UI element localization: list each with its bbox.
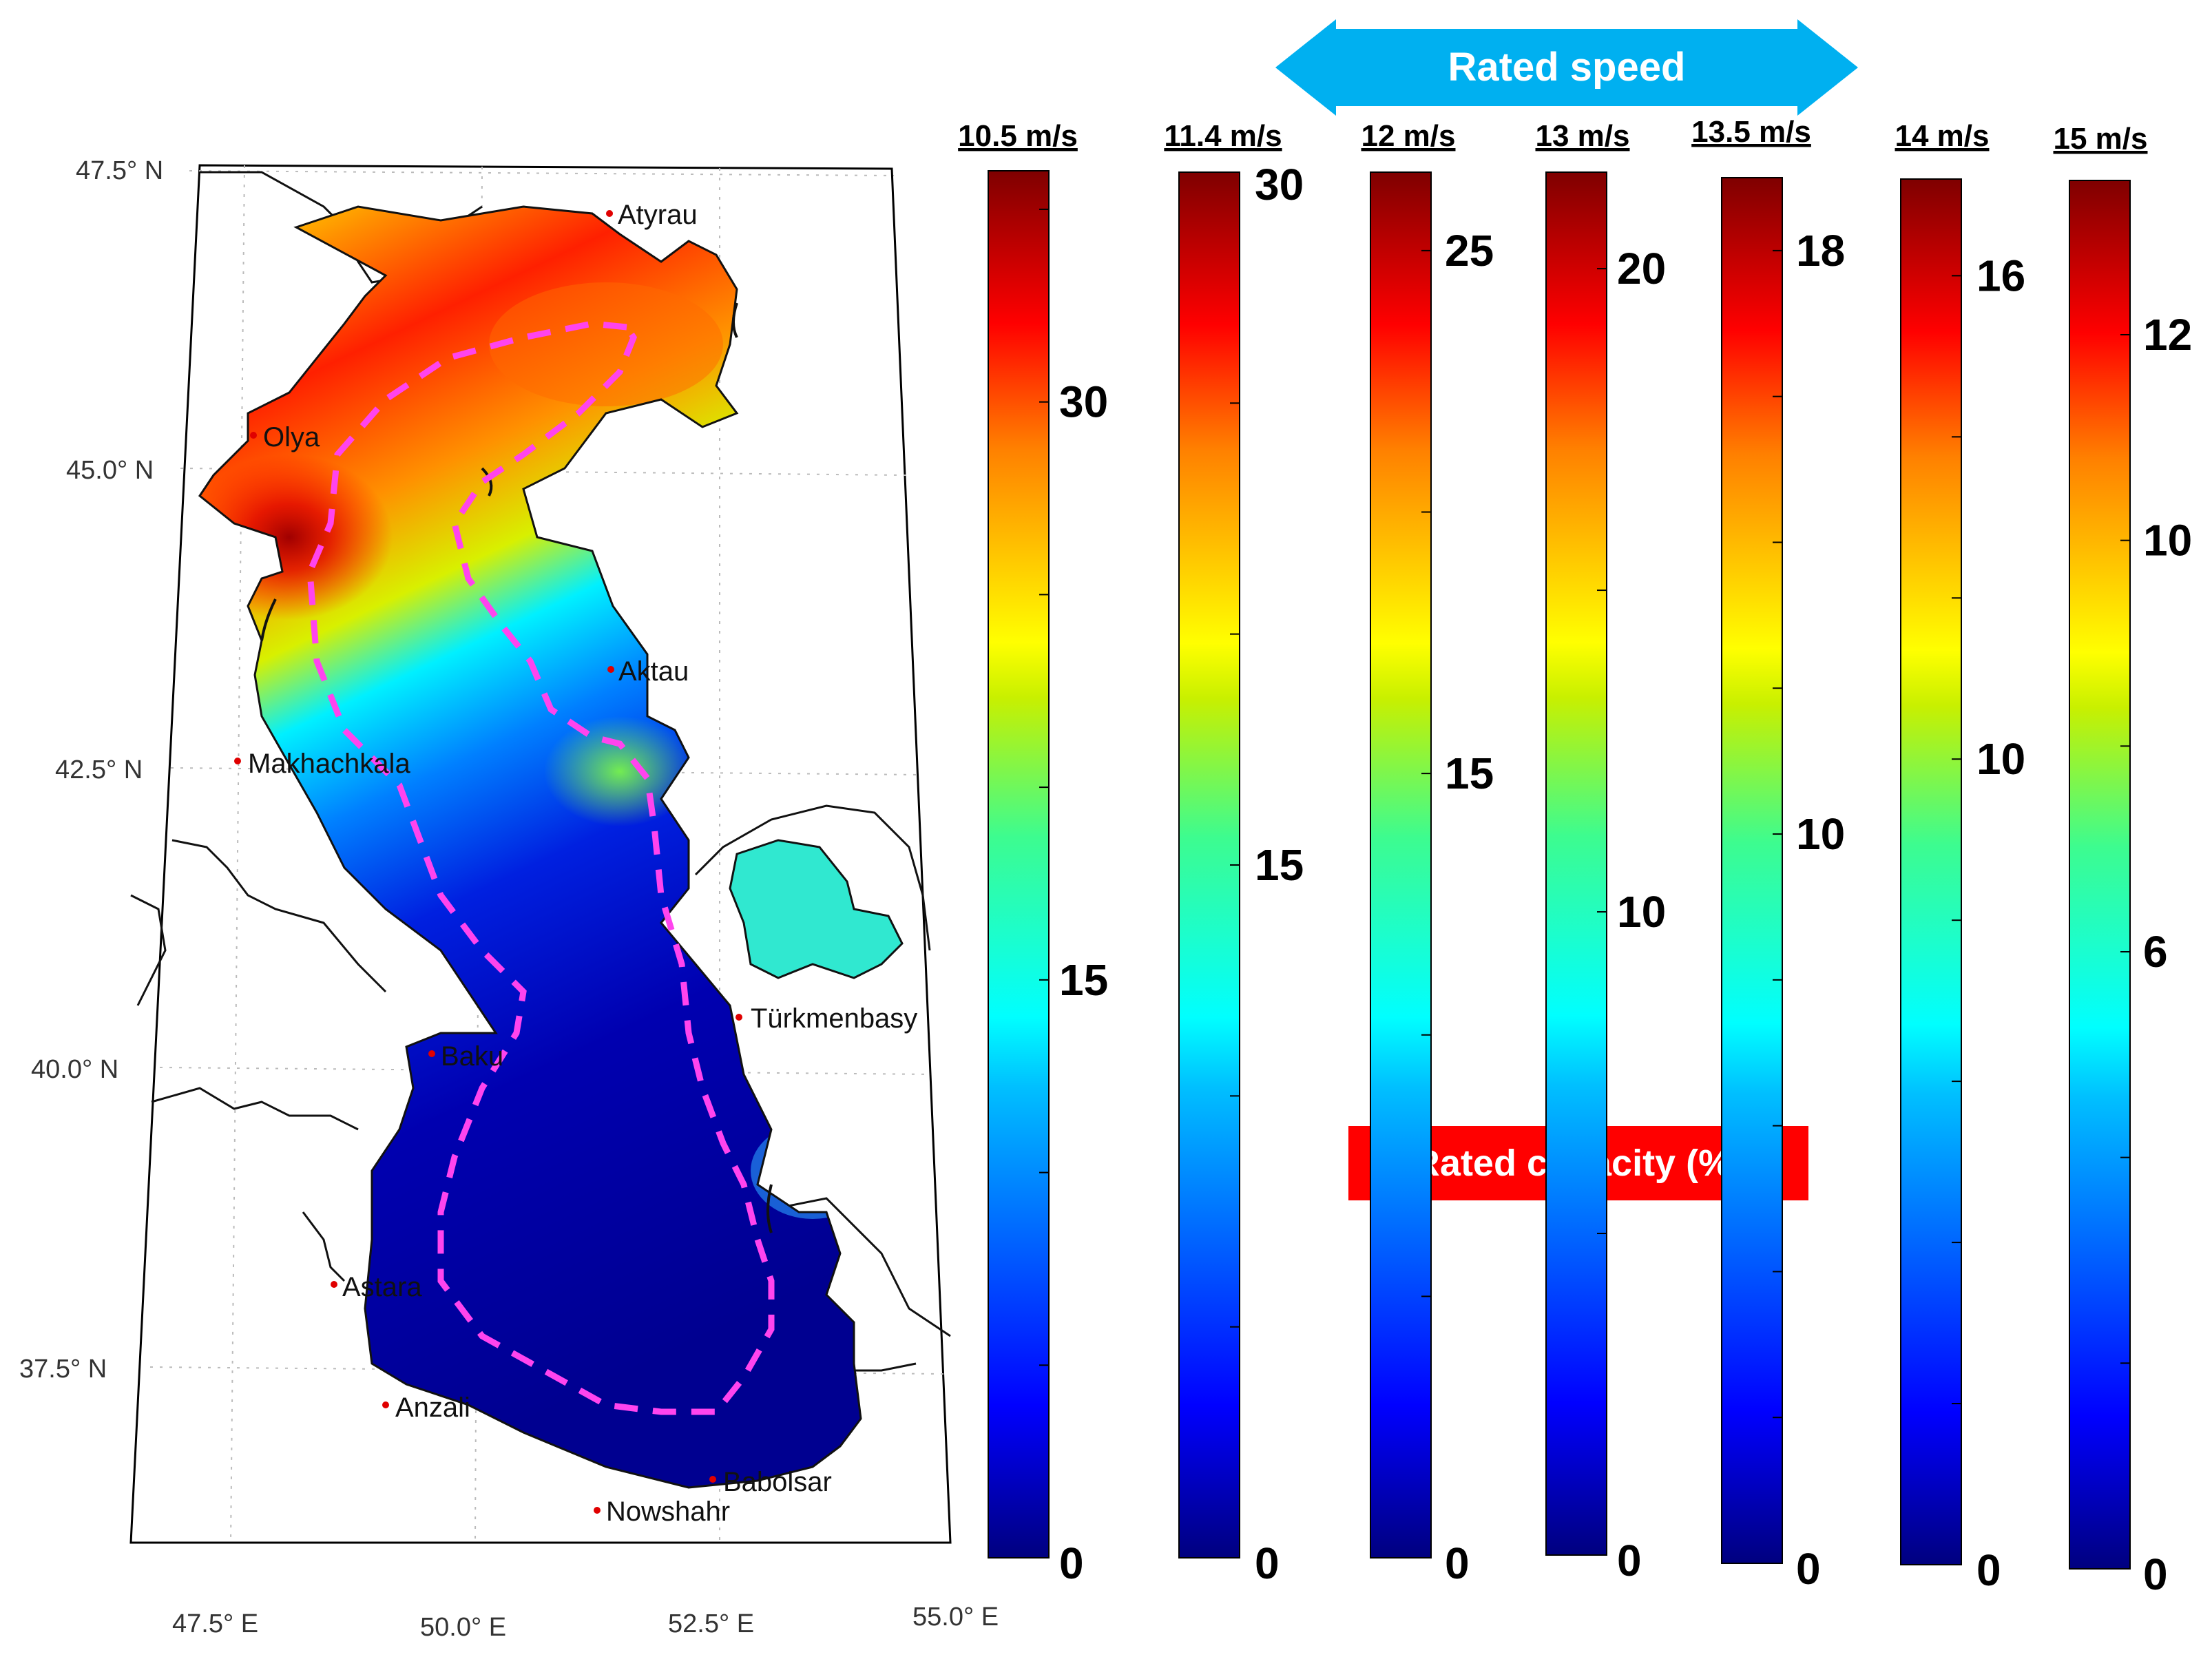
colorbar-gradient (1178, 171, 1240, 1558)
coastline (198, 205, 862, 1489)
lon-label: 52.5° E (668, 1609, 754, 1638)
colorbar-tick-label: 10 (1617, 887, 1666, 937)
colorbar-tick-label: 0 (1059, 1539, 1084, 1588)
city-label-astara: Astara (342, 1272, 422, 1302)
colorbar-title: 12 m/s (1361, 119, 1456, 153)
colorbar-tick-label: 15 (1059, 955, 1108, 1005)
colorbar: 10.5 m/s 0 15 30 (958, 119, 1108, 1588)
colorbar: 15 m/s 0 6 10 12 (2054, 122, 2193, 1599)
colorbar-tick-label: 0 (1976, 1545, 2001, 1595)
colorbar: 12 m/s 0 15 25 (1361, 119, 1494, 1588)
colorbar-gradient (1721, 177, 1783, 1564)
map-panel: 47.5° N 45.0° N 42.5° N 40.0° N 37.5° N … (19, 156, 999, 1642)
city-label-makhachkala: Makhachkala (248, 749, 410, 779)
colorbar-tick-label: 30 (1059, 377, 1108, 427)
city-label-anzali: Anzali (395, 1393, 470, 1423)
colorbar-tick-label: 10 (1796, 809, 1845, 859)
lat-label: 45.0° N (66, 456, 154, 485)
colorbar-title: 11.4 m/s (1164, 119, 1282, 153)
lat-label: 40.0° N (31, 1055, 118, 1084)
offshore-contour (306, 320, 775, 1415)
colorbar-tick-label: 25 (1445, 226, 1494, 275)
colorbar-gradient (1545, 171, 1607, 1556)
lon-label: 50.0° E (420, 1613, 506, 1642)
islands (260, 302, 773, 1233)
lon-label: 55.0° E (912, 1603, 999, 1631)
colorbar-tick-label: 10 (2143, 516, 2192, 565)
colorbar-tick-label: 18 (1796, 226, 1845, 275)
city-label-baku: Baku (441, 1041, 503, 1072)
colorbar-tick-label: 16 (1976, 251, 2025, 300)
colorbar: 13 m/s 0 10 20 (1536, 119, 1667, 1585)
colorbar-title: 13 m/s (1536, 119, 1630, 153)
map-frame (129, 164, 952, 1544)
colorbar-tick-label: 12 (2143, 310, 2192, 359)
colorbar-tick-label: 6 (2143, 927, 2168, 977)
colorbars: 10.5 m/s 0 15 30 11.4 m/s 0 15 30 12 m/s 0 15 25 13 … (958, 115, 2192, 1599)
colorbar-tick-label: 20 (1617, 244, 1666, 293)
city-label-atyrau: Atyrau (618, 200, 698, 230)
colorbar-title: 13.5 m/s (1691, 115, 1811, 149)
colorbar: 14 m/s 0 10 16 (1895, 119, 2026, 1595)
colorbar: 13.5 m/s 0 10 18 (1691, 115, 1845, 1594)
city-label-turkmenbasy: Türkmenbasy (751, 1003, 917, 1034)
colorbar-gradient (1370, 171, 1432, 1558)
colorbar-tick-label: 10 (1976, 734, 2025, 784)
colorbar: 11.4 m/s 0 15 30 (1164, 119, 1304, 1588)
double-arrow-icon (1275, 19, 1858, 116)
colorbar-tick-label: 15 (1255, 840, 1304, 890)
city-markers (234, 210, 742, 1514)
city-label-babolsar: Babolsar (723, 1467, 832, 1497)
colorbar-title: 14 m/s (1895, 119, 1990, 153)
colorbar-gradient (2069, 180, 2131, 1570)
lon-label: 47.5° E (172, 1609, 258, 1638)
colorbar-title: 10.5 m/s (958, 119, 1078, 153)
colorbar-tick-label: 0 (1796, 1544, 1821, 1594)
lat-label: 47.5° N (76, 156, 163, 185)
colorbar-tick-label: 15 (1445, 749, 1494, 798)
colorbar-tick-label: 0 (2143, 1550, 2168, 1599)
colorbar-tick-label: 0 (1445, 1539, 1470, 1588)
colorbar-tick-label: 0 (1617, 1536, 1642, 1585)
colorbar-tick-label: 0 (1255, 1539, 1280, 1588)
city-label-aktau: Aktau (618, 656, 689, 687)
lat-label: 42.5° N (55, 755, 143, 784)
colorbar-gradient (988, 170, 1050, 1558)
rated-speed-banner: Rated speed (1275, 19, 1858, 116)
lat-label: 37.5° N (19, 1355, 107, 1384)
colorbar-tick-label: 30 (1255, 160, 1304, 209)
city-label-olya: Olya (263, 422, 320, 452)
rated-speed-label: Rated speed (1448, 45, 1686, 90)
kara-bogaz-gol (729, 839, 904, 979)
colorbar-gradient (1900, 178, 1962, 1565)
city-label-nowshahr: Nowshahr (606, 1497, 730, 1527)
colorbar-title: 15 m/s (2054, 122, 2148, 156)
